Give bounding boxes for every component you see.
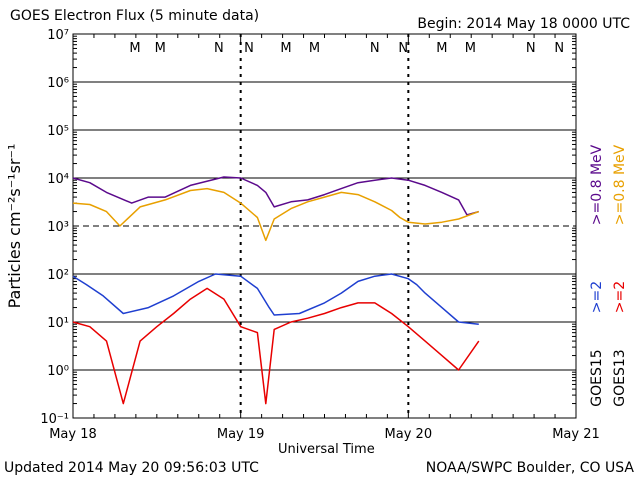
legend-goes15-2mev: >=2 bbox=[589, 281, 605, 313]
y-tick-label: 10⁷ bbox=[47, 28, 69, 43]
marker-m: M bbox=[465, 41, 476, 56]
y-tick-label: 10⁴ bbox=[47, 172, 69, 187]
y-tick-label: 10⁵ bbox=[47, 124, 69, 139]
legend-goes15: GOES15 bbox=[589, 349, 605, 406]
x-tick-label: May 18 bbox=[49, 427, 97, 442]
marker-m: M bbox=[436, 41, 447, 56]
series-line-goes13-08 bbox=[72, 187, 480, 242]
y-tick-label: 10⁻¹ bbox=[40, 412, 69, 427]
series-line-goes15-08 bbox=[72, 176, 480, 216]
x-tick-label: May 20 bbox=[385, 427, 433, 442]
y-axis-label: Particles cm⁻²s⁻¹sr⁻¹ bbox=[5, 144, 24, 309]
series-line-goes15-2 bbox=[72, 273, 479, 325]
marker-m: M bbox=[280, 41, 291, 56]
legend-goes13-08mev: >=0.8 MeV bbox=[612, 144, 628, 225]
y-tick-label: 10¹ bbox=[47, 316, 69, 331]
x-tick-label: May 21 bbox=[552, 427, 600, 442]
y-tick-label: 10³ bbox=[47, 220, 69, 235]
marker-m: M bbox=[129, 41, 140, 56]
marker-n: N bbox=[526, 41, 536, 56]
begin-time: Begin: 2014 May 18 0000 UTC bbox=[417, 16, 630, 32]
marker-n: N bbox=[398, 41, 408, 56]
chart-title: GOES Electron Flux (5 minute data) bbox=[10, 8, 260, 24]
marker-m: M bbox=[309, 41, 320, 56]
marker-n: N bbox=[554, 41, 564, 56]
credit-text: NOAA/SWPC Boulder, CO USA bbox=[425, 460, 634, 476]
series-line-goes13-2 bbox=[72, 287, 480, 405]
y-tick-label: 10⁶ bbox=[47, 76, 69, 91]
x-tick-label: May 19 bbox=[217, 427, 265, 442]
legend-goes13-2mev: >=2 bbox=[612, 281, 628, 313]
y-tick-label: 10² bbox=[47, 268, 69, 283]
legend-goes13: GOES13 bbox=[612, 349, 628, 406]
marker-n: N bbox=[214, 41, 224, 56]
marker-m: M bbox=[155, 41, 166, 56]
legend-goes15-08mev: >=0.8 MeV bbox=[589, 144, 605, 225]
updated-timestamp: Updated 2014 May 20 09:56:03 UTC bbox=[4, 460, 259, 476]
marker-n: N bbox=[244, 41, 254, 56]
x-axis-label: Universal Time bbox=[278, 442, 375, 457]
y-tick-label: 10⁰ bbox=[47, 364, 69, 379]
marker-n: N bbox=[370, 41, 380, 56]
